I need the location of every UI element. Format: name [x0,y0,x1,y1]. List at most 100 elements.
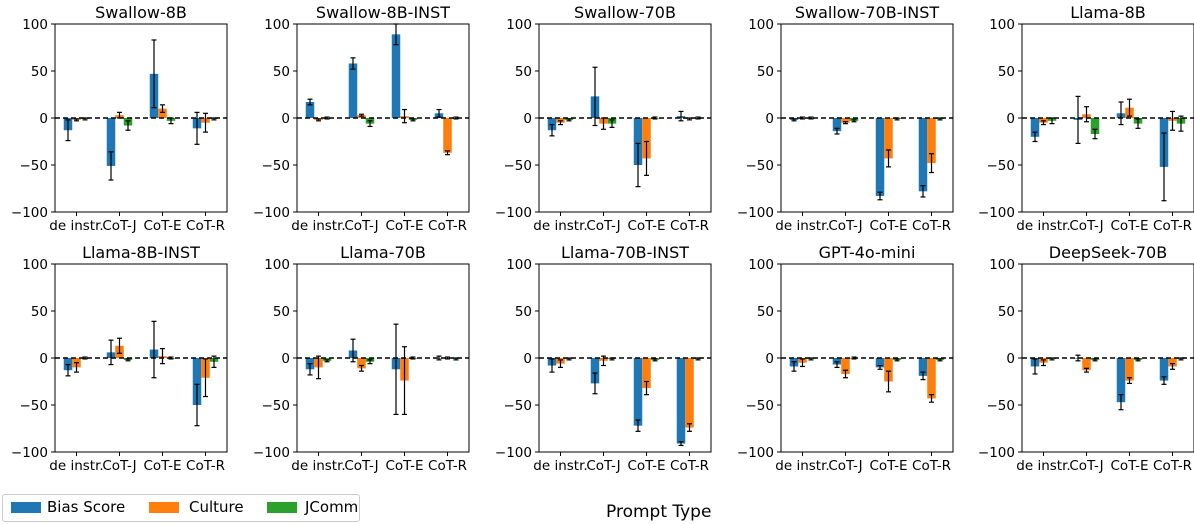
x-tick-label: CoT-E [627,458,665,474]
y-tick-label: 0 [523,351,532,367]
bar [884,358,893,382]
legend-label-culture: Culture [189,498,244,516]
bar [633,358,643,426]
x-tick-label: CoT-E [385,458,423,474]
x-tick-label: CoT-J [1069,218,1103,234]
panel-title: Swallow-70B-INST [795,3,940,22]
y-tick-label: 100 [748,17,774,33]
y-tick-label: −50 [20,398,49,414]
y-tick-label: 50 [757,64,774,80]
y-tick-label: 0 [765,351,774,367]
bar [676,358,686,444]
y-tick-label: 50 [31,64,48,80]
x-tick-label: de instr. [49,458,103,474]
y-tick-label: 50 [515,64,532,80]
x-tick-label: de instr. [775,458,829,474]
y-tick-label: 100 [506,17,532,33]
x-tick-label: CoT-R [186,218,225,234]
y-tick-label: −50 [746,158,775,174]
y-tick-label: 50 [998,304,1015,320]
x-tick-label: CoT-J [1069,458,1103,474]
bar [875,358,885,368]
x-tick-label: CoT-J [344,458,378,474]
plot-frame [780,263,954,453]
y-tick-label: −100 [11,205,48,221]
bar [832,118,842,132]
x-tick-label: de instr. [291,458,345,474]
bar [1030,118,1040,137]
plot-frame [296,263,470,453]
bar [918,358,928,376]
y-tick-label: 0 [39,111,48,127]
bar [158,108,167,118]
panel-title: Llama-70B-INST [561,243,689,262]
plot-frame [538,23,712,213]
y-tick-label: −50 [504,398,533,414]
legend-swatch-culture [149,502,179,513]
bar [1082,358,1091,371]
y-tick-label: −50 [262,398,291,414]
y-tick-label: 50 [273,304,290,320]
bar [1168,358,1177,367]
plot-frame [54,23,228,213]
plot-frame [1021,263,1194,453]
y-tick-label: 50 [31,304,48,320]
y-tick-label: −100 [253,205,290,221]
x-axis-label: Prompt Type [606,502,712,522]
y-tick-label: 0 [281,111,290,127]
x-tick-label: CoT-E [869,458,907,474]
panel-title: Llama-8B [1070,3,1145,22]
bar [685,358,694,428]
x-tick-label: CoT-R [912,218,951,234]
y-tick-label: 100 [989,17,1015,33]
y-tick-label: −50 [987,398,1016,414]
x-tick-label: CoT-J [586,218,620,234]
panel-title: Llama-8B-INST [82,243,200,262]
y-tick-label: 100 [22,17,48,33]
legend-label-bias: Bias Score [47,498,126,516]
x-tick-label: CoT-E [627,218,665,234]
bar [642,118,651,159]
panel-title: Swallow-70B [574,3,676,22]
y-tick-label: −100 [11,445,48,461]
x-tick-label: CoT-J [102,218,136,234]
bar [918,118,928,192]
bar [841,358,850,374]
bar [1116,358,1126,403]
legend-label-jcomm: JComm [305,498,359,516]
x-tick-label: CoT-J [102,458,136,474]
x-tick-label: CoT-R [670,458,709,474]
panel-title: Llama-70B [340,243,426,262]
x-tick-label: CoT-E [143,458,181,474]
y-tick-label: −50 [20,158,49,174]
bar [443,118,452,153]
legend: Bias Score Culture JComm [2,494,360,522]
bar [875,118,885,197]
x-tick-label: CoT-R [186,458,225,474]
x-tick-label: CoT-E [1110,218,1148,234]
x-tick-label: CoT-R [428,218,467,234]
x-tick-label: de instr. [291,218,345,234]
bar [927,118,936,164]
bar [927,358,936,399]
y-tick-label: 100 [264,17,290,33]
y-tick-label: −50 [504,158,533,174]
bar [1125,358,1134,381]
bar [1159,358,1169,381]
bar [391,34,401,119]
y-tick-label: 0 [281,351,290,367]
plot-frame [1021,23,1194,213]
x-tick-label: de instr. [775,218,829,234]
y-tick-label: −50 [987,158,1016,174]
y-tick-label: −100 [737,445,774,461]
panel-title: GPT-4o-mini [819,243,916,262]
plot-frame [296,23,470,213]
legend-swatch-jcomm [267,502,297,513]
legend-swatch-bias [11,502,41,513]
